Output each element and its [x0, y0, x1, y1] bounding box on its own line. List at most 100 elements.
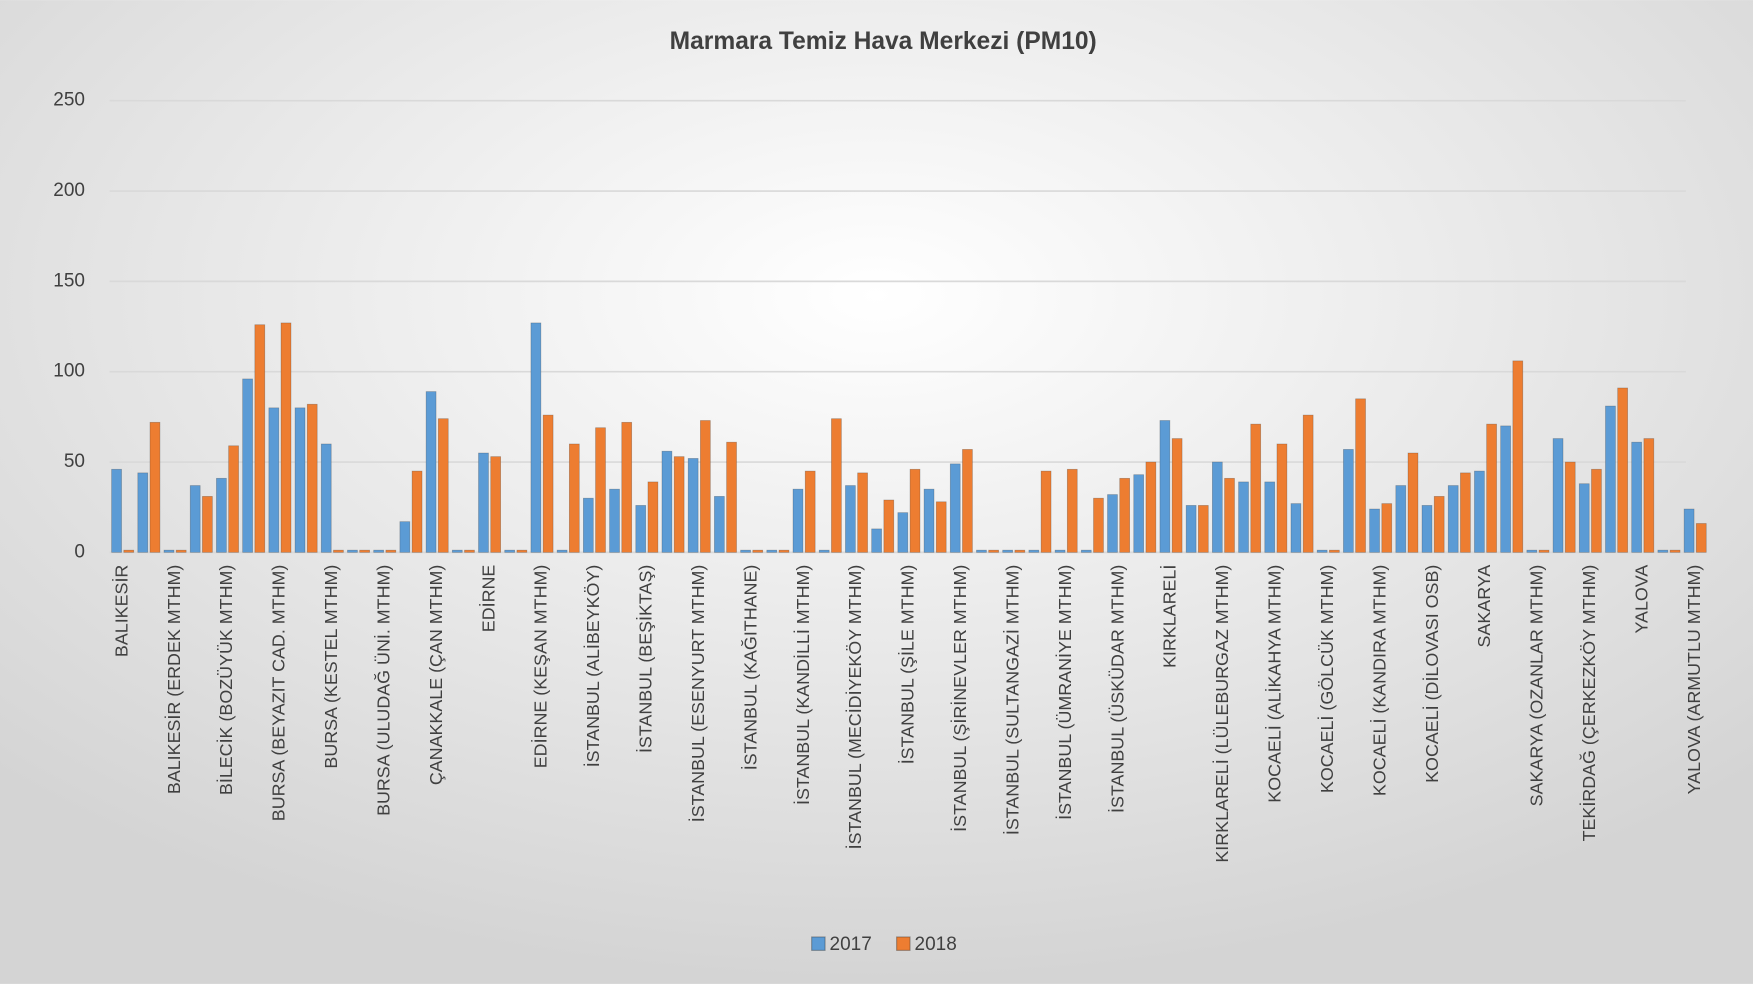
bar — [1460, 472, 1471, 553]
bar — [1578, 483, 1590, 553]
bar — [1591, 468, 1602, 553]
bar — [1486, 423, 1497, 553]
bar — [478, 452, 489, 553]
bar — [778, 549, 790, 553]
bar — [988, 549, 999, 553]
x-tick-label: SAKARYA — [1474, 565, 1494, 648]
bar — [280, 322, 292, 553]
x-tick-label: BİLECİK (BOZÜYÜK MTHM) — [216, 565, 236, 795]
bar — [1054, 549, 1066, 553]
bar — [1657, 549, 1669, 553]
y-tick-label: 150 — [53, 270, 85, 291]
bar — [923, 488, 935, 553]
bar — [1355, 398, 1366, 553]
x-tick-label: İSTANBUL (ESENYURT MTHM) — [688, 565, 708, 823]
bar — [687, 458, 699, 553]
bar — [621, 421, 633, 553]
x-tick-label: İSTANBUL (ŞİRİNEVLER MTHM) — [950, 565, 970, 832]
x-tick-label: KOCAELİ (DİLOVASI OSB) — [1422, 565, 1442, 783]
bar — [451, 549, 463, 553]
bar — [556, 549, 568, 553]
bar — [752, 549, 764, 553]
bar — [1107, 494, 1118, 553]
bar — [189, 485, 201, 553]
y-tick-label: 100 — [53, 361, 85, 382]
x-tick-label: ÇANAKKALE (ÇAN MTHM) — [426, 565, 446, 785]
x-tick-label: BALIKESİR — [111, 565, 131, 657]
x-tick-label: İSTANBUL (ÜMRANİYE MTHM) — [1055, 565, 1075, 820]
bar — [1631, 441, 1642, 553]
bar — [1538, 549, 1550, 553]
bar — [175, 549, 187, 553]
bar — [1564, 461, 1576, 553]
bar — [700, 420, 711, 553]
bar — [1421, 505, 1433, 553]
bar — [909, 468, 921, 553]
bar — [1381, 503, 1393, 553]
bar — [254, 324, 266, 553]
bar — [1302, 414, 1314, 553]
bar — [714, 496, 725, 553]
bar — [228, 445, 239, 553]
chart-title: Marmara Temiz Hava Merkezi (PM10) — [670, 28, 1097, 55]
bar — [726, 441, 737, 553]
legend: 2017 2018 — [811, 934, 957, 955]
bar — [1028, 549, 1040, 553]
bar — [1433, 496, 1445, 553]
bar — [845, 485, 856, 553]
bar — [962, 449, 973, 553]
bar — [804, 470, 816, 553]
bar — [1617, 387, 1628, 553]
bar — [1040, 470, 1052, 553]
y-tick-label: 50 — [64, 451, 85, 472]
x-tick-label: İSTANBUL (ŞİLE MTHM) — [898, 565, 918, 765]
bar — [1276, 443, 1288, 553]
bar — [359, 549, 370, 553]
x-tick-label: BALIKESİR (ERDEK MTHM) — [164, 565, 184, 794]
bar — [1093, 497, 1104, 553]
bar — [1605, 405, 1616, 553]
x-tick-label: İSTANBUL (KANDİLLİ MTHM) — [793, 565, 813, 805]
bar — [1643, 438, 1655, 553]
bar — [1250, 423, 1262, 553]
bar — [542, 414, 554, 553]
x-tick-label: YALOVA (ARMUTLU MTHM) — [1684, 565, 1704, 795]
bar — [1526, 549, 1538, 553]
bar — [1500, 425, 1511, 553]
bar — [871, 528, 882, 553]
x-tick-label: KOCAELİ (ALİKAHYA MTHM) — [1265, 565, 1285, 803]
bar — [661, 450, 673, 553]
bar — [1238, 481, 1249, 553]
bar — [1669, 549, 1681, 553]
bar — [1014, 549, 1026, 553]
bar — [425, 391, 437, 553]
legend-label: 2017 — [830, 934, 872, 955]
x-tick-label: İSTANBUL (MECİDİYEKÖY MTHM) — [845, 565, 865, 850]
bar — [1145, 461, 1157, 553]
bar — [1133, 474, 1145, 553]
bar — [883, 499, 895, 553]
bar — [935, 501, 947, 553]
y-tick-label: 0 — [74, 541, 85, 562]
bar — [1407, 452, 1419, 553]
bar — [373, 549, 384, 553]
x-tick-label: KOCAELİ (GÖLCÜK MTHM) — [1317, 565, 1337, 793]
bar — [347, 549, 358, 553]
bar — [1316, 549, 1328, 553]
bar — [516, 549, 528, 553]
legend-label: 2018 — [915, 934, 957, 955]
bar — [1224, 477, 1235, 553]
x-tick-label: İSTANBUL (ÜSKÜDAR MTHM) — [1107, 565, 1127, 813]
bar — [268, 407, 280, 553]
bar — [1159, 420, 1171, 553]
y-tick-label: 200 — [53, 180, 85, 201]
x-tick-label: KIRKLARELİ — [1160, 565, 1180, 668]
bar — [635, 505, 647, 553]
bar — [1343, 449, 1354, 553]
x-tick-label: YALOVA — [1631, 565, 1651, 634]
y-tick-label: 250 — [53, 90, 85, 111]
bar — [123, 549, 135, 553]
bar — [137, 472, 149, 553]
x-tick-label: SAKARYA (OZANLAR MTHM) — [1527, 565, 1547, 807]
